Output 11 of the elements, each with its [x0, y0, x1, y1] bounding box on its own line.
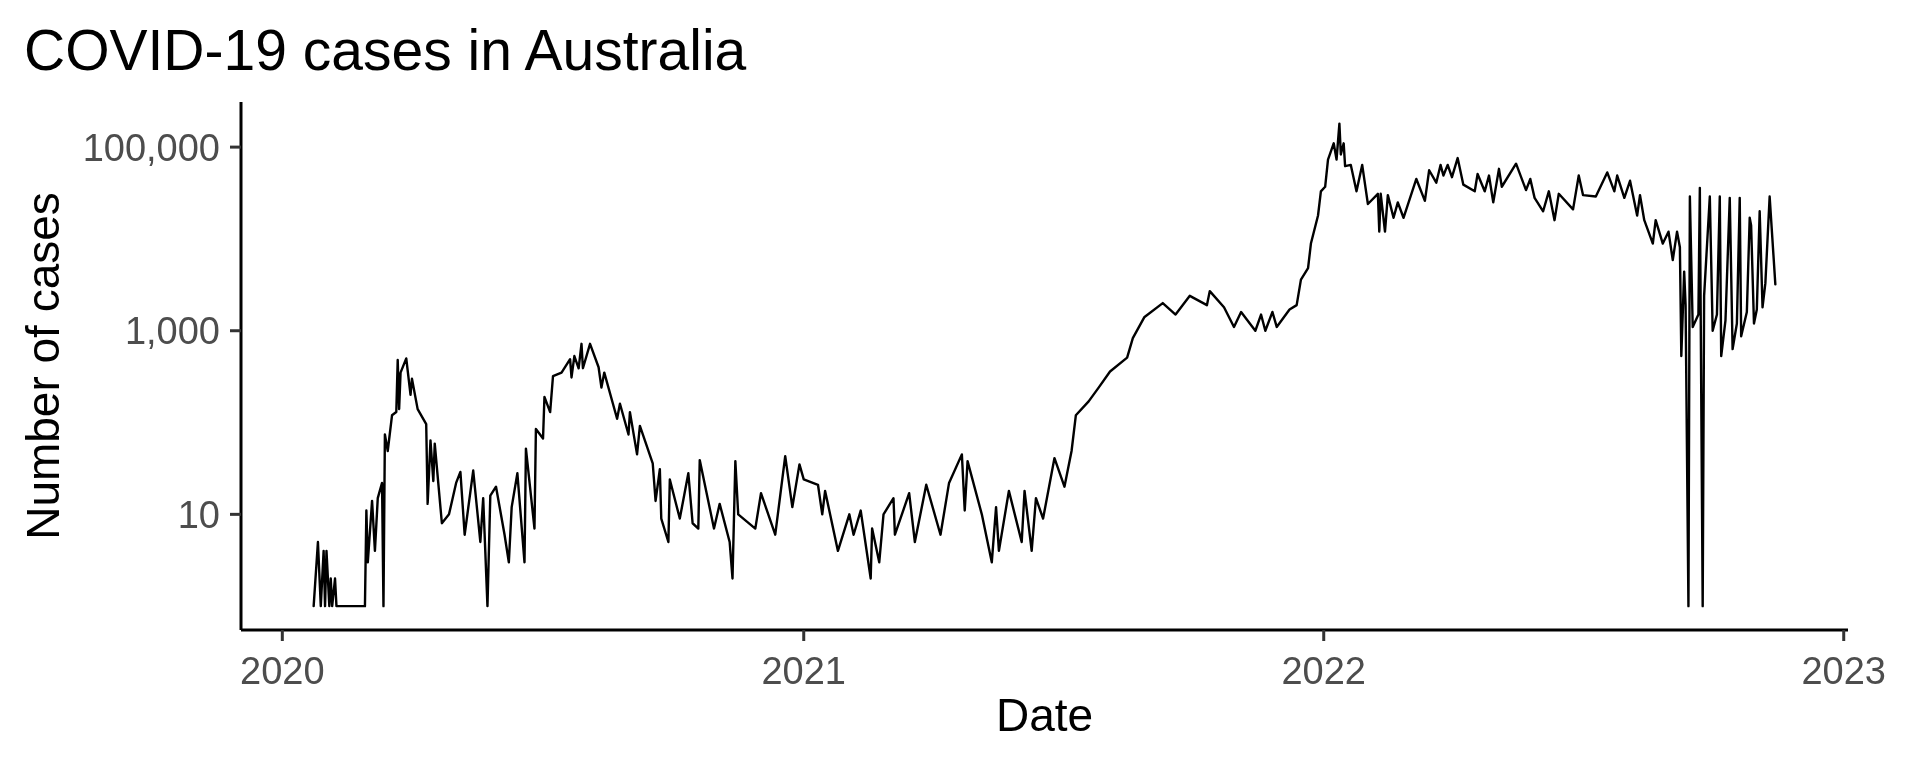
- chart-title: COVID-19 cases in Australia: [24, 18, 747, 82]
- y-tick-label: 1,000: [124, 310, 220, 353]
- x-axis-title: Date: [995, 689, 1094, 741]
- x-tick-label: 2023: [1801, 649, 1886, 692]
- y-tick-label: 100,000: [82, 126, 220, 169]
- y-tick-label: 10: [177, 493, 220, 536]
- y-axis-title: Number of cases: [17, 192, 69, 540]
- x-tick-label: 2021: [761, 649, 847, 692]
- x-tick-label: 2022: [1281, 649, 1366, 692]
- line-series: [312, 122, 1777, 608]
- x-tick-label: 2020: [240, 649, 325, 692]
